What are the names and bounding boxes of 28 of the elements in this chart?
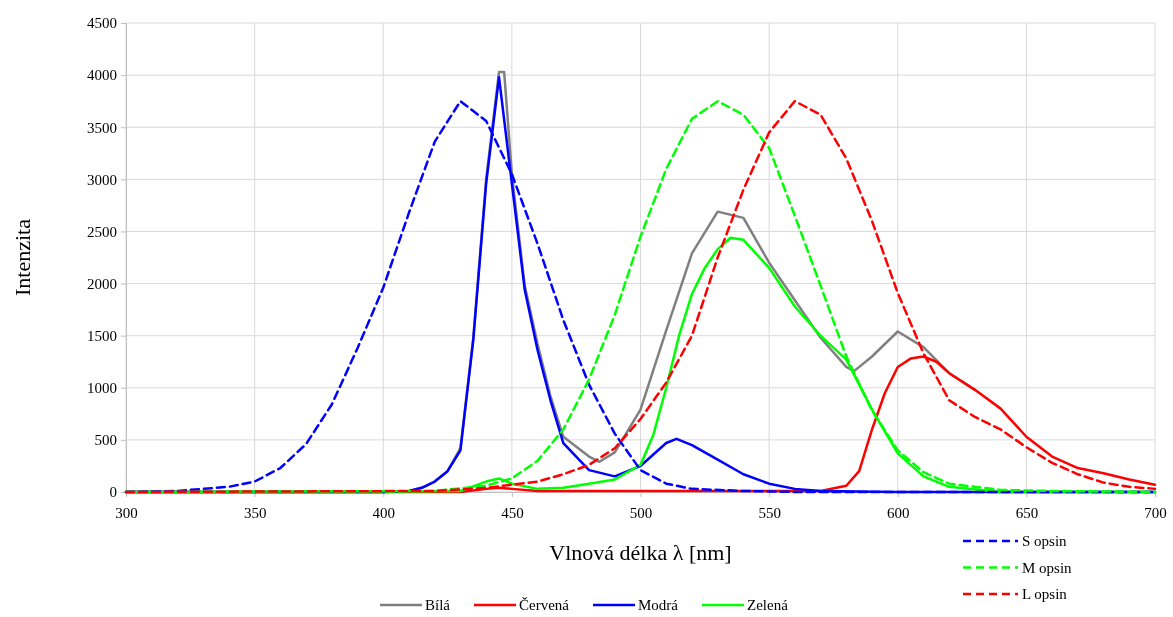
y-tick-label: 1500 bbox=[87, 327, 117, 344]
x-tick-label: 500 bbox=[629, 504, 653, 521]
x-tick-label: 700 bbox=[1144, 504, 1167, 521]
x-tick-label: 650 bbox=[1015, 504, 1039, 521]
x-tick-label: 600 bbox=[887, 504, 910, 521]
y-tick-label: 3000 bbox=[87, 171, 117, 188]
legend-label: M opsin bbox=[1022, 559, 1073, 576]
y-tick-label: 1000 bbox=[87, 380, 117, 397]
y-axis-title: Intenzita bbox=[10, 218, 35, 296]
legend-label: L opsin bbox=[1022, 586, 1068, 602]
y-tick-label: 3500 bbox=[87, 119, 117, 136]
y-tick-label: 500 bbox=[94, 432, 117, 449]
legend-label: S opsin bbox=[1022, 533, 1068, 549]
legend-label: Červená bbox=[519, 597, 570, 613]
legend-label: Bílá bbox=[425, 597, 451, 613]
legend-label: Modrá bbox=[637, 597, 679, 613]
x-tick-label: 450 bbox=[501, 504, 524, 521]
y-tick-label: 2000 bbox=[87, 275, 117, 292]
x-axis-title: Vlnová délka λ [nm] bbox=[549, 540, 732, 565]
y-tick-label: 4000 bbox=[87, 67, 117, 84]
x-tick-label: 300 bbox=[115, 504, 138, 521]
x-tick-label: 400 bbox=[372, 504, 395, 521]
y-tick-label: 0 bbox=[109, 484, 117, 501]
x-tick-label: 550 bbox=[758, 504, 781, 521]
x-tick-label: 350 bbox=[243, 504, 267, 521]
legend-label: Zelená bbox=[746, 597, 789, 613]
y-tick-label: 2500 bbox=[87, 223, 117, 240]
y-tick-label: 4500 bbox=[87, 15, 117, 32]
